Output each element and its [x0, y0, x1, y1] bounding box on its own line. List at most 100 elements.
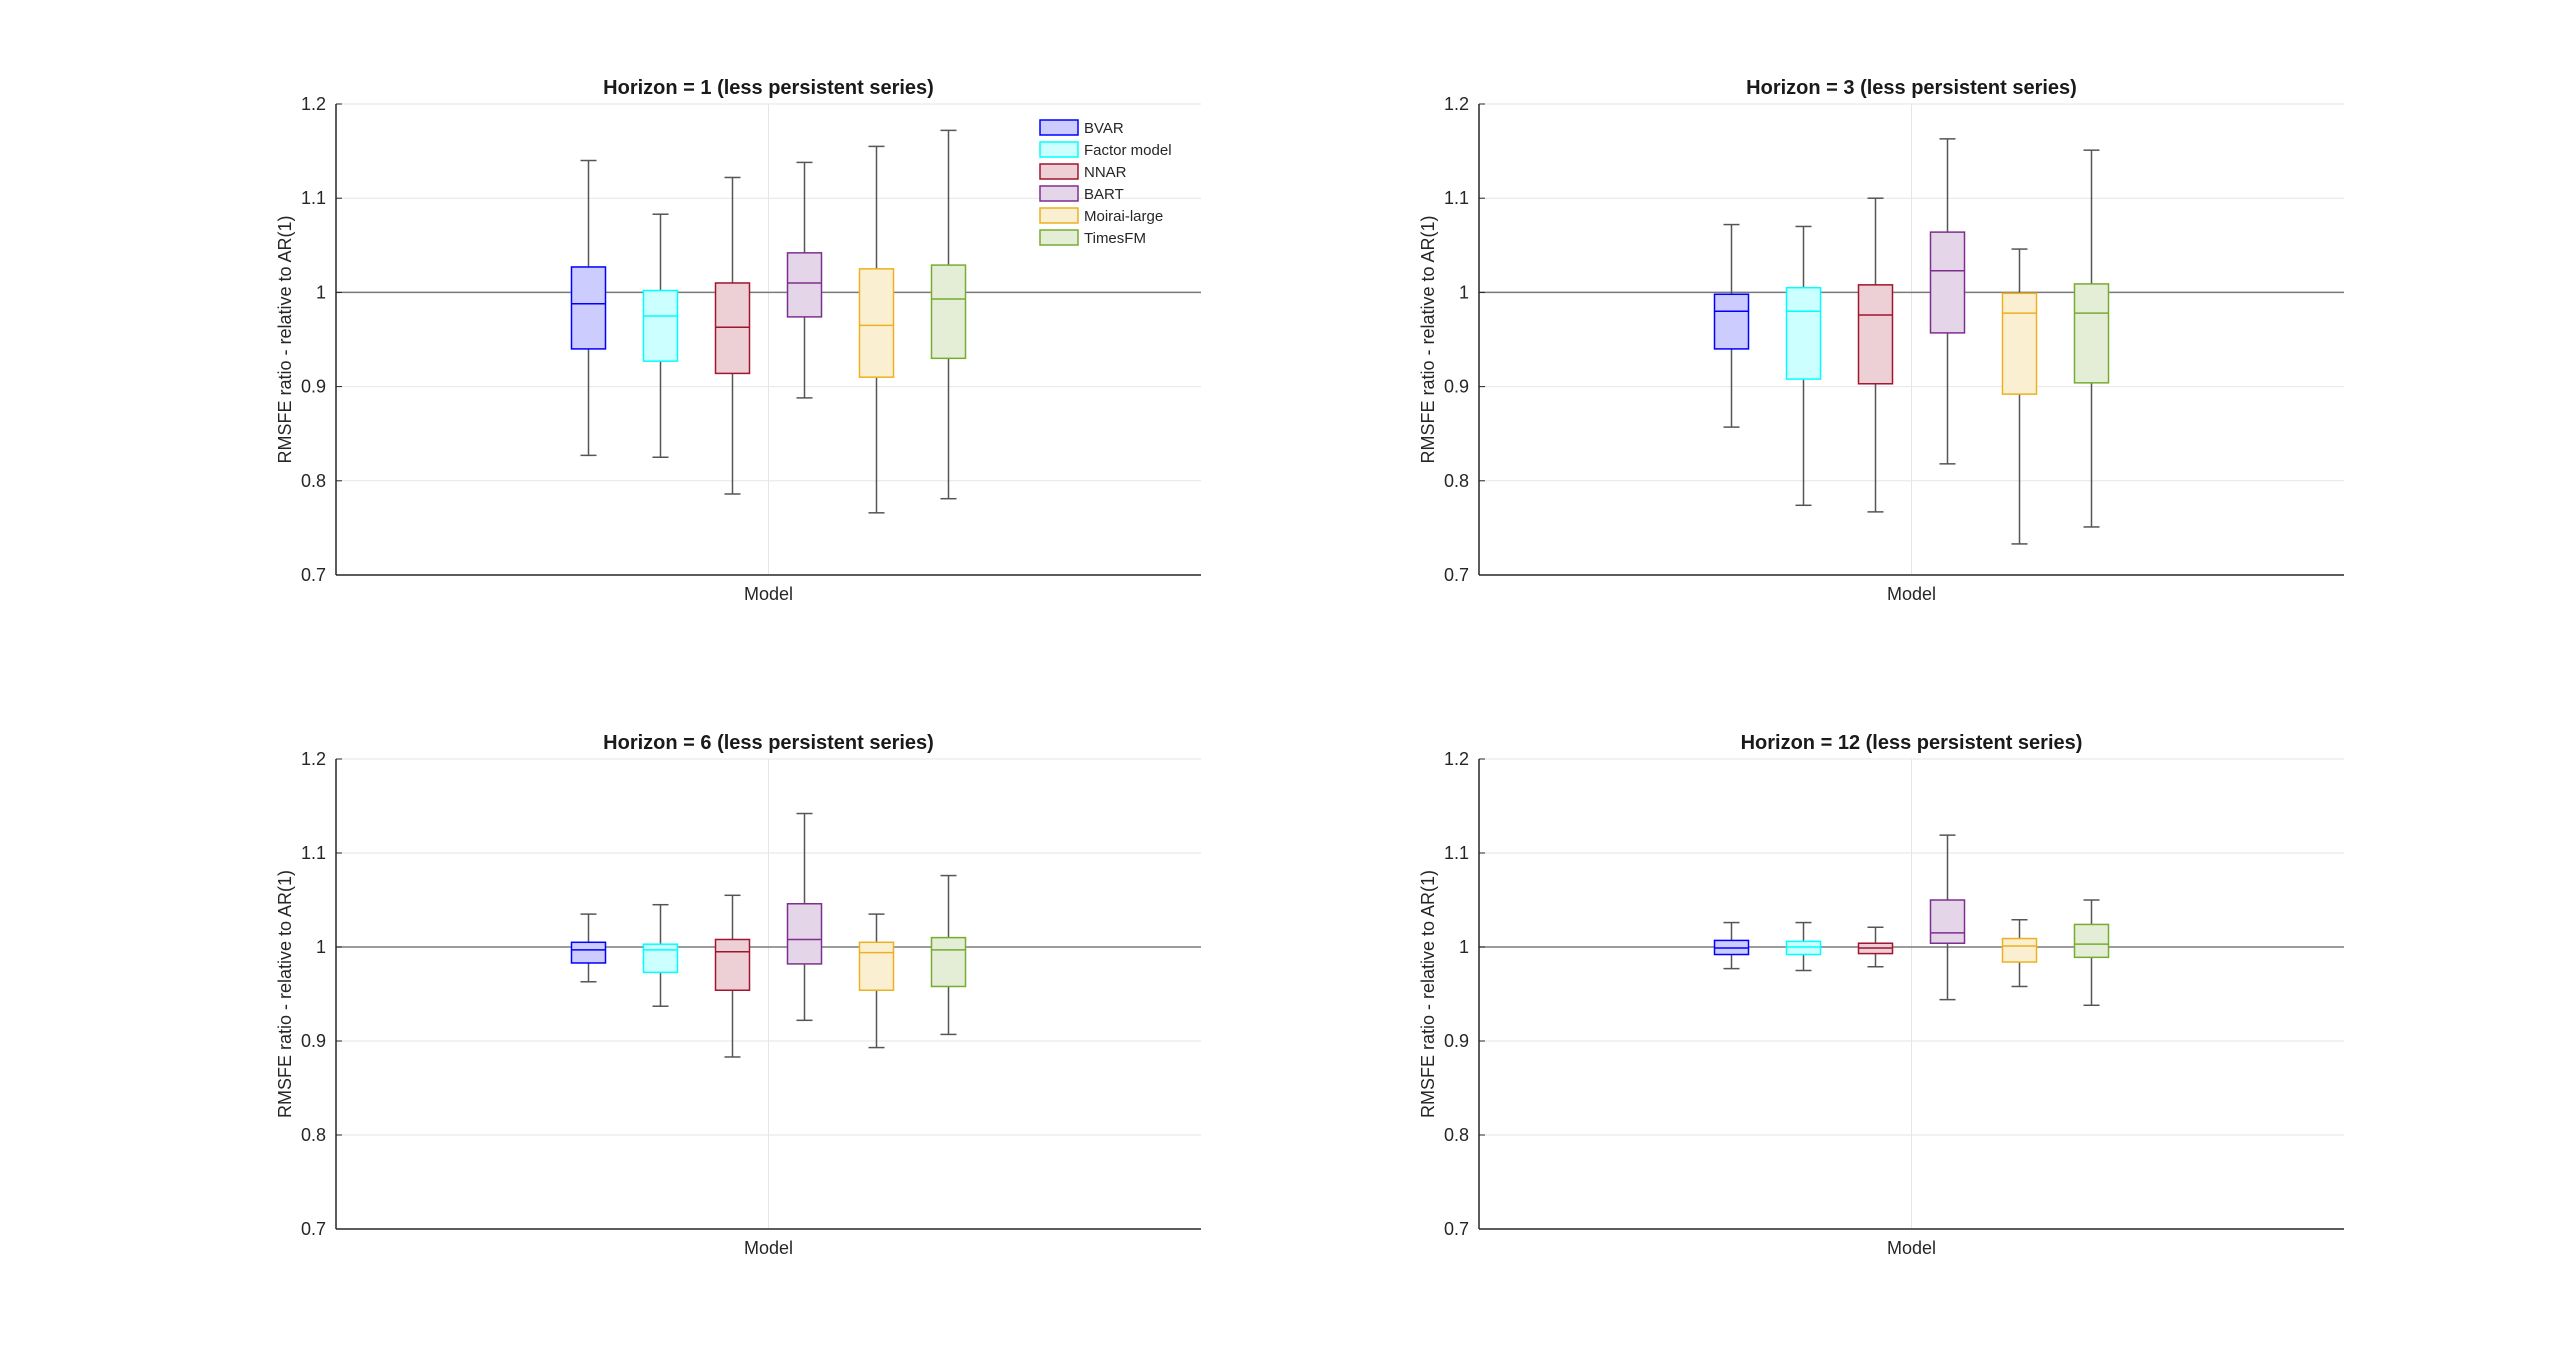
chart-title: Horizon = 1 (less persistent series): [603, 77, 934, 99]
box-bart: [786, 161, 823, 399]
chart-panel-1: 0.7 0.8 0.9 1 1.1 1.2 Horizon = 1 (less persis…: [275, 77, 1201, 604]
box-nnar: [1857, 926, 1894, 968]
box-moirai-large: [858, 145, 895, 514]
y-tick-label: 1.2: [1444, 94, 1469, 114]
box-nnar: [714, 894, 751, 1058]
y-tick-label: 0.9: [301, 1031, 326, 1051]
legend-swatch: [1039, 141, 1079, 158]
y-tick-label: 1: [1459, 282, 1469, 302]
box-moirai-large: [2001, 918, 2038, 988]
y-tick-label: 1: [316, 937, 326, 957]
box-iqr: [1713, 293, 1750, 350]
box-bvar: [1713, 921, 1750, 970]
box-iqr: [930, 936, 967, 988]
y-axis-label: RMSFE ratio - relative to AR(1): [1418, 870, 1438, 1118]
x-axis-label: Model: [1887, 584, 1936, 604]
legend-swatch: [1039, 229, 1079, 246]
box-iqr: [1929, 231, 1966, 334]
y-tick-label: 1.1: [301, 188, 326, 208]
y-tick-label: 0.7: [301, 565, 326, 585]
y-axis-label: RMSFE ratio - relative to AR(1): [275, 215, 295, 463]
box-iqr: [1929, 899, 1966, 944]
chart-panel-4: 0.7 0.8 0.9 1 1.1 1.2 Horizon = 12 (less persi…: [1418, 732, 2344, 1258]
y-tick-label: 1: [1459, 937, 1469, 957]
box-iqr: [858, 268, 895, 378]
box-factor-model: [1785, 225, 1822, 507]
chart-panel-3: 0.7 0.8 0.9 1 1.1 1.2 Horizon = 6 (less persis…: [275, 732, 1201, 1258]
box-bart: [786, 812, 823, 1022]
box-iqr: [858, 941, 895, 991]
legend-label: Factor model: [1084, 142, 1172, 159]
box-factor-model: [642, 213, 679, 458]
box-factor-model: [642, 903, 679, 1007]
chart-title: Horizon = 6 (less persistent series): [603, 732, 934, 754]
y-tick-label: 1: [316, 282, 326, 302]
box-timesfm: [2073, 899, 2110, 1007]
box-bvar: [1713, 223, 1750, 428]
legend-swatch: [1039, 163, 1079, 180]
legend-swatch: [1039, 119, 1079, 136]
box-iqr: [570, 941, 607, 964]
box-timesfm: [930, 129, 967, 500]
box-iqr: [642, 289, 679, 362]
legend: BVAR Factor model NNAR BART Moirai-large Time…: [1039, 119, 1172, 247]
box-timesfm: [930, 874, 967, 1036]
y-tick-label: 0.9: [1444, 1031, 1469, 1051]
x-axis-label: Model: [744, 1238, 793, 1258]
y-tick-label: 1.2: [301, 94, 326, 114]
y-tick-label: 0.7: [1444, 565, 1469, 585]
box-iqr: [714, 282, 751, 375]
y-tick-label: 1.2: [1444, 749, 1469, 769]
box-timesfm: [2073, 149, 2110, 528]
box-moirai-large: [2001, 248, 2038, 545]
box-factor-model: [1785, 921, 1822, 972]
chart-title: Horizon = 12 (less persistent series): [1741, 732, 2083, 754]
y-tick-label: 0.7: [301, 1219, 326, 1239]
y-axis-label: RMSFE ratio - relative to AR(1): [275, 870, 295, 1118]
y-tick-label: 0.8: [301, 471, 326, 491]
y-tick-label: 1.1: [1444, 188, 1469, 208]
box-bart: [1929, 834, 1966, 1001]
box-iqr: [786, 903, 823, 965]
y-tick-label: 1.1: [301, 843, 326, 863]
box-iqr: [570, 266, 607, 350]
box-bvar: [570, 159, 607, 457]
legend-label: NNAR: [1084, 164, 1127, 181]
box-bvar: [570, 913, 607, 983]
box-moirai-large: [858, 913, 895, 1049]
box-iqr: [1857, 284, 1894, 385]
legend-label: TimesFM: [1084, 230, 1146, 247]
legend-swatch: [1039, 207, 1079, 224]
box-iqr: [1785, 940, 1822, 956]
y-tick-label: 0.7: [1444, 1219, 1469, 1239]
box-iqr: [1785, 286, 1822, 380]
legend-swatch: [1039, 185, 1079, 202]
box-nnar: [1857, 197, 1894, 513]
x-axis-label: Model: [1887, 1238, 1936, 1258]
box-iqr: [2073, 283, 2110, 384]
chart-title: Horizon = 3 (less persistent series): [1746, 77, 2077, 99]
legend-label: BVAR: [1084, 120, 1124, 137]
box-nnar: [714, 176, 751, 495]
y-tick-label: 1.1: [1444, 843, 1469, 863]
chart-panel-2: 0.7 0.8 0.9 1 1.1 1.2 Horizon = 3 (less persis…: [1418, 77, 2344, 604]
box-iqr: [2001, 937, 2038, 963]
box-iqr: [786, 252, 823, 318]
box-iqr: [930, 264, 967, 360]
y-tick-label: 0.9: [301, 377, 326, 397]
y-tick-label: 0.8: [1444, 1125, 1469, 1145]
box-iqr: [2073, 923, 2110, 959]
box-bart: [1929, 138, 1966, 465]
box-iqr: [642, 943, 679, 974]
legend-label: BART: [1084, 186, 1124, 203]
box-iqr: [2001, 292, 2038, 395]
y-tick-label: 0.9: [1444, 377, 1469, 397]
y-tick-label: 0.8: [1444, 471, 1469, 491]
box-iqr: [714, 938, 751, 991]
y-tick-label: 1.2: [301, 749, 326, 769]
legend-label: Moirai-large: [1084, 208, 1163, 225]
y-axis-label: RMSFE ratio - relative to AR(1): [1418, 215, 1438, 463]
y-tick-label: 0.8: [301, 1125, 326, 1145]
x-axis-label: Model: [744, 584, 793, 604]
